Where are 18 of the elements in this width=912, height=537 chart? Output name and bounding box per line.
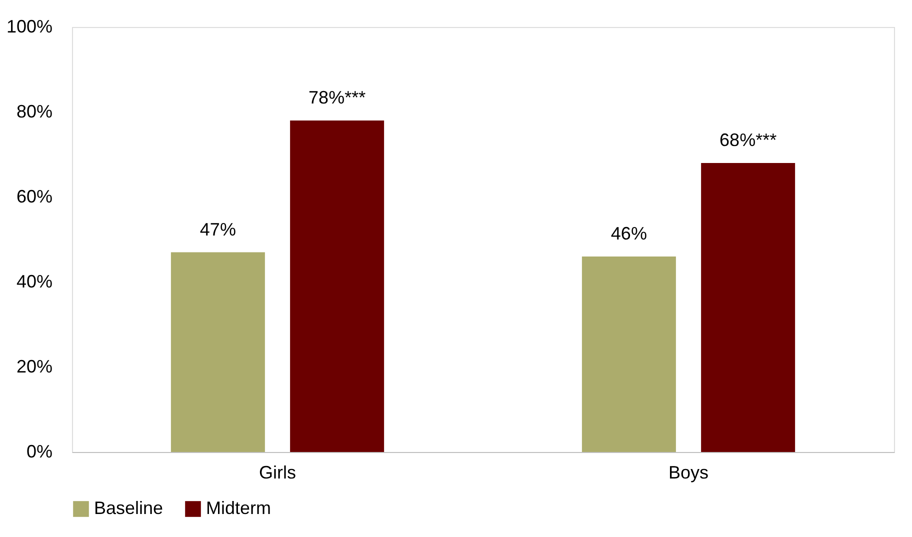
x-tick-label: Boys [668,462,709,482]
x-tick-label: Girls [259,462,296,482]
y-tick-label: 100% [6,16,52,36]
data-label: 78%*** [308,88,366,108]
legend-label: Midterm [206,498,272,518]
y-tick-label: 80% [16,102,52,122]
bar [290,120,384,452]
bar [582,256,676,452]
data-label: 47% [200,219,236,240]
bar [701,163,796,452]
y-tick-label: 20% [16,356,52,376]
data-label: 46% [610,224,647,244]
y-tick-label: 60% [16,186,52,206]
y-tick-label: 40% [16,272,52,292]
data-label: 68%*** [720,130,777,150]
y-tick-label: 0% [26,442,52,462]
legend-label: Baseline [94,498,164,518]
bar [170,252,265,452]
